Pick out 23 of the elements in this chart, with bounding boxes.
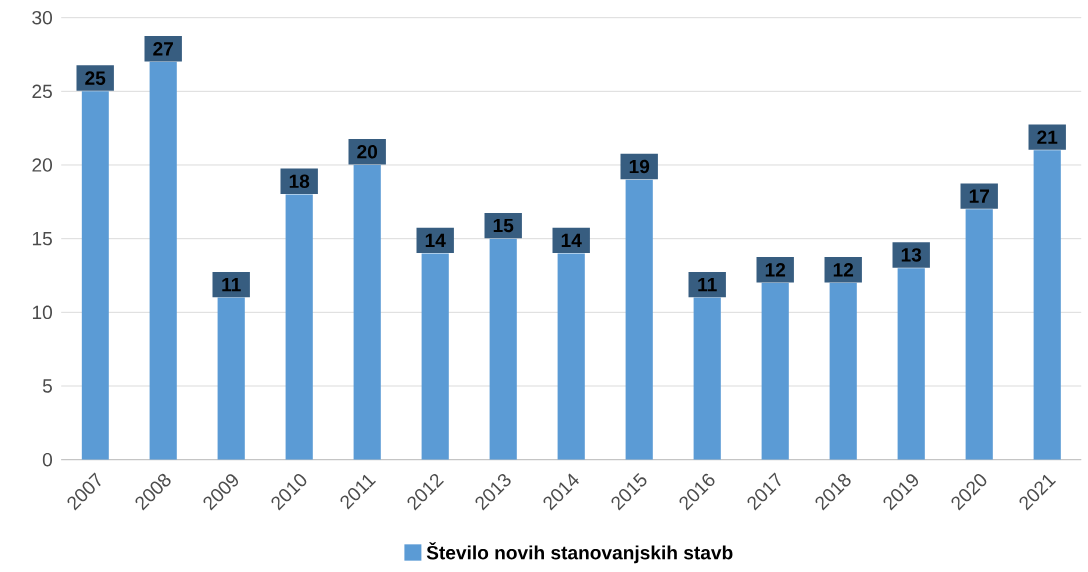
data-label: 12 (833, 263, 854, 277)
y-tick-label: 10 (32, 305, 53, 320)
data-label: 13 (901, 248, 922, 262)
y-tick-label: 25 (32, 84, 52, 99)
y-tick-label: 30 (32, 10, 53, 25)
data-label: 15 (493, 218, 514, 233)
y-tick-label: 15 (32, 232, 52, 246)
data-label: 11 (698, 278, 717, 292)
data-label: 14 (425, 233, 446, 248)
legend-label: Število novih stanovanjskih stavb (426, 542, 733, 564)
y-tick-label: 5 (42, 379, 52, 393)
data-label: 12 (765, 263, 786, 277)
data-label: 20 (357, 145, 378, 159)
data-label: 25 (85, 71, 106, 85)
data-label: 11 (222, 278, 241, 292)
data-label: 18 (289, 174, 310, 189)
data-label: 17 (969, 189, 989, 203)
y-tick-label: 0 (42, 452, 53, 467)
y-tick-label: 20 (32, 158, 53, 172)
data-label: 19 (629, 159, 650, 174)
data-label: 21 (1037, 130, 1058, 144)
data-label: 27 (153, 42, 173, 56)
data-label: 14 (561, 233, 582, 248)
